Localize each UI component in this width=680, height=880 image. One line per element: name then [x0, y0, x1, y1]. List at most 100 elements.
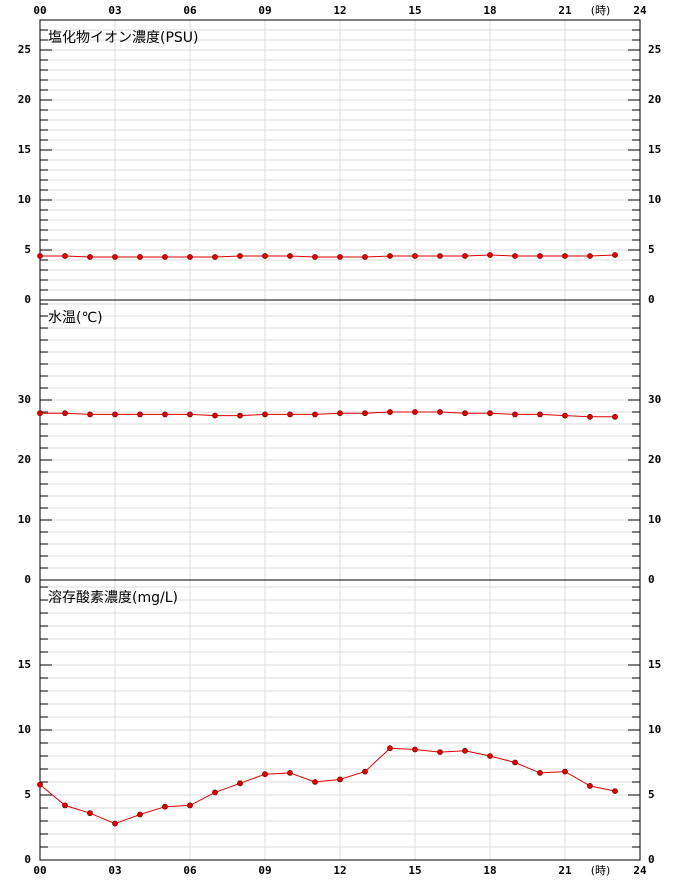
data-point	[337, 254, 343, 260]
y-tick-label: 0	[24, 293, 31, 306]
data-point	[387, 409, 393, 415]
data-point	[137, 254, 143, 260]
data-point	[137, 411, 143, 418]
x-tick-label: 18	[483, 4, 496, 17]
data-line	[39, 747, 616, 825]
y-tick-label: 10	[18, 513, 31, 526]
data-point	[237, 412, 243, 419]
data-point	[62, 410, 68, 417]
data-point	[537, 770, 543, 776]
data-point	[262, 771, 268, 778]
data-point	[162, 803, 168, 810]
y-tick-label: 20	[648, 453, 661, 466]
y-tick-label: 20	[18, 453, 31, 466]
data-point	[487, 252, 493, 258]
y-tick-label: 10	[648, 193, 661, 206]
data-point	[562, 768, 568, 775]
data-point	[537, 411, 543, 418]
data-point	[262, 253, 268, 259]
x-tick-label: 00	[33, 864, 46, 877]
y-tick-label: 0	[648, 573, 655, 586]
x-unit: (時)	[591, 4, 611, 17]
data-point	[162, 254, 168, 260]
y-tick-label: 0	[24, 853, 31, 866]
y-tick-label: 10	[648, 723, 661, 736]
data-point	[37, 253, 43, 259]
panel-frame	[39, 579, 641, 861]
y-tick-label: 10	[648, 513, 661, 526]
data-point	[287, 770, 293, 776]
x-tick-label: 21	[558, 4, 572, 17]
data-point	[87, 810, 93, 817]
x-tick-label: 06	[183, 4, 197, 17]
data-point	[87, 254, 93, 260]
data-point	[362, 254, 368, 260]
data-point	[462, 410, 468, 417]
data-point	[562, 412, 568, 419]
data-point	[612, 788, 618, 795]
data-point	[412, 409, 418, 415]
data-point	[162, 411, 168, 418]
data-point	[137, 811, 143, 818]
data-point	[462, 747, 468, 754]
data-point	[487, 410, 493, 417]
data-point	[337, 776, 343, 783]
y-tick-label: 5	[24, 788, 31, 801]
data-point	[312, 779, 318, 785]
data-point	[512, 411, 518, 418]
x-tick-label: 12	[333, 864, 346, 877]
data-point	[512, 759, 518, 766]
data-point	[287, 411, 293, 418]
y-tick-label: 0	[24, 573, 31, 586]
y-tick-label: 5	[648, 788, 655, 801]
data-point	[212, 412, 218, 419]
data-point	[87, 411, 93, 418]
data-point	[487, 753, 493, 759]
data-point	[212, 789, 218, 796]
data-point	[587, 253, 593, 259]
data-point	[362, 410, 368, 417]
data-point	[412, 253, 418, 259]
data-point	[312, 411, 318, 418]
data-point	[612, 252, 618, 258]
data-point	[37, 410, 43, 417]
y-tick-label: 20	[18, 93, 31, 106]
data-line	[40, 254, 616, 258]
data-point	[112, 820, 118, 827]
y-tick-label: 25	[648, 43, 661, 56]
data-point	[412, 746, 418, 753]
y-tick-label: 25	[18, 43, 31, 56]
x-unit: (時)	[591, 864, 611, 877]
data-point	[387, 253, 393, 259]
x-tick-label: 09	[258, 4, 271, 17]
x-tick-label: 03	[108, 864, 121, 877]
data-point	[312, 254, 318, 260]
x-tick-label: 06	[183, 864, 197, 877]
x-tick-label: 24	[633, 4, 647, 17]
y-tick-label: 30	[18, 393, 31, 406]
x-tick-label: 00	[33, 4, 46, 17]
y-tick-label: 15	[18, 658, 31, 671]
y-tick-label: 10	[18, 193, 31, 206]
data-point	[587, 783, 593, 789]
y-tick-label: 15	[648, 143, 661, 156]
data-point	[237, 780, 243, 787]
data-point	[62, 802, 68, 809]
data-point	[37, 781, 43, 788]
data-point	[62, 253, 68, 259]
data-line	[40, 411, 615, 418]
x-tick-label: 09	[258, 864, 271, 877]
x-tick-label: 15	[408, 4, 421, 17]
data-point	[337, 410, 343, 417]
data-point	[387, 745, 393, 752]
y-tick-label: 5	[24, 243, 31, 256]
data-point	[612, 413, 618, 420]
data-point	[587, 413, 593, 420]
x-tick-label: 21	[558, 864, 572, 877]
data-point	[212, 254, 218, 260]
data-point	[187, 411, 193, 418]
data-point	[112, 254, 118, 260]
data-point	[237, 253, 243, 259]
panel-title: 水温(℃)	[48, 310, 103, 326]
